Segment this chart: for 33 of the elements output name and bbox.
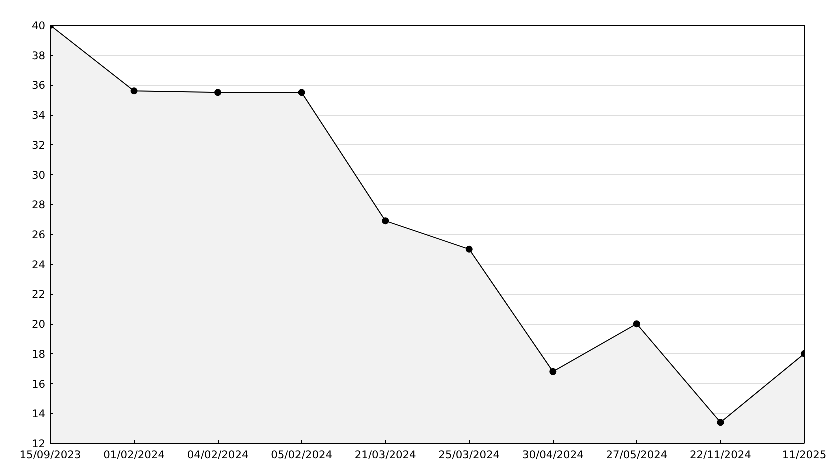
point [633, 320, 640, 328]
x-tick-label: 30/04/2024 [522, 448, 584, 462]
y-tick-label: 16 [32, 378, 46, 391]
x-tick-label: 11/2025 [782, 448, 827, 462]
y-tick-label: 12 [32, 438, 46, 450]
point [466, 246, 473, 253]
point [298, 89, 306, 96]
x-tick-label: 04/02/2024 [187, 448, 249, 462]
y-tick-label: 22 [32, 288, 46, 302]
x-tick-label: 22/11/2024 [690, 448, 752, 462]
point [717, 419, 724, 426]
y-tick-label: 32 [32, 138, 46, 152]
y-tick-label: 20 [32, 318, 46, 332]
x-tick-label: 25/03/2024 [438, 448, 500, 462]
y-tick-label: 38 [32, 49, 46, 62]
x-tick-label: 21/03/2024 [354, 448, 417, 462]
point [214, 89, 222, 96]
y-tick-label: 36 [32, 79, 46, 92]
point [550, 368, 557, 376]
x-tick-label: 05/02/2024 [271, 448, 333, 462]
point [130, 88, 138, 95]
point [382, 218, 390, 225]
y-tick-label: 30 [32, 168, 46, 182]
y-tick-label: 26 [32, 228, 46, 242]
x-tick-label: 27/05/2024 [606, 448, 668, 462]
y-tick-label: 40 [32, 20, 46, 32]
y-tick-label: 14 [32, 408, 46, 421]
y-tick-label: 28 [32, 198, 46, 212]
y-tick-label: 34 [32, 109, 46, 122]
x-tick-label: 01/02/2024 [104, 448, 166, 462]
y-tick-label: 18 [32, 348, 46, 361]
x-tick-label: 15/09/2023 [20, 448, 82, 462]
y-tick-label: 24 [32, 258, 46, 272]
